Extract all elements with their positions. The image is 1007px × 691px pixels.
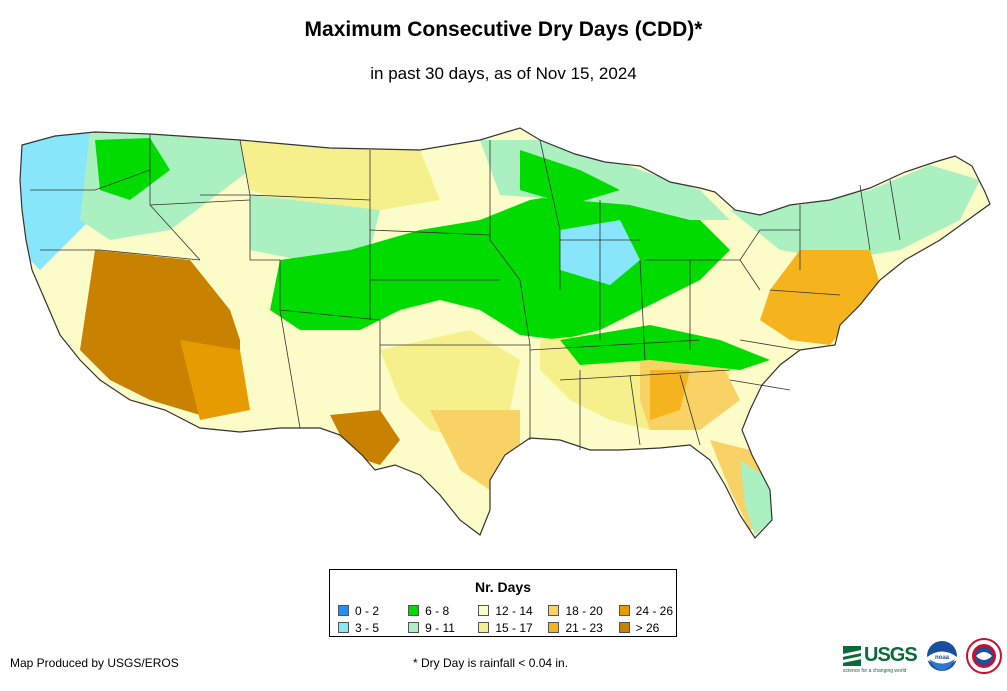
dry-day-footnote: * Dry Day is rainfall < 0.04 in. — [413, 656, 569, 670]
legend-swatch — [548, 605, 560, 616]
legend-label: 24 - 26 — [635, 603, 673, 618]
legend-label: 6 - 8 — [425, 603, 450, 618]
legend: Nr. Days 0 - 2 3 - 5 6 - 8 9 - 11 12 - 1… — [329, 569, 677, 637]
legend-label: > 26 — [635, 620, 660, 635]
legend-swatch — [618, 622, 630, 633]
usgs-tagline: science for a changing world — [843, 668, 907, 674]
legend-label: 3 - 5 — [355, 620, 380, 635]
legend-swatch — [338, 622, 349, 633]
legend-swatch — [478, 605, 490, 616]
legend-item-3-5: 3 - 5 — [338, 620, 408, 635]
usgs-logo-text: USGS — [864, 644, 918, 666]
legend-item-15-17: 15 - 17 — [478, 620, 548, 635]
legend-items: 0 - 2 3 - 5 6 - 8 9 - 11 12 - 14 15 - 17… — [338, 603, 673, 635]
legend-label: 0 - 2 — [355, 603, 380, 618]
legend-label: 18 - 20 — [565, 603, 603, 618]
legend-item-gt-26: > 26 — [618, 620, 673, 635]
legend-swatch — [548, 622, 560, 633]
cdd-map — [19, 127, 991, 539]
legend-item-24-26: 24 - 26 — [618, 603, 673, 618]
nws-seal-icon — [966, 638, 1002, 674]
legend-item-9-11: 9 - 11 — [408, 620, 478, 635]
legend-swatch — [408, 622, 420, 633]
map-subtitle: in past 30 days, as of Nov 15, 2024 — [370, 64, 637, 83]
legend-item-6-8: 6 - 8 — [408, 603, 478, 618]
map-credit: Map Produced by USGS/EROS — [10, 656, 179, 670]
legend-item-12-14: 12 - 14 — [478, 603, 548, 618]
legend-label: 9 - 11 — [425, 620, 455, 635]
legend-swatch — [408, 605, 420, 616]
legend-title: Nr. Days — [474, 579, 532, 595]
usgs-logo: USGS — [843, 644, 918, 667]
legend-swatch — [618, 605, 630, 616]
legend-swatch — [338, 605, 349, 616]
legend-label: 12 - 14 — [495, 603, 533, 618]
noaa-logo-icon: noaa — [927, 641, 957, 671]
legend-item-0-2: 0 - 2 — [338, 603, 408, 618]
legend-item-21-23: 21 - 23 — [548, 620, 618, 635]
legend-label: 15 - 17 — [495, 620, 533, 635]
noaa-logo-text: noaa — [935, 655, 950, 661]
map-title: Maximum Consecutive Dry Days (CDD)* — [304, 18, 703, 41]
legend-item-18-20: 18 - 20 — [548, 603, 618, 618]
usgs-wave-icon — [843, 645, 861, 666]
legend-label: 21 - 23 — [565, 620, 603, 635]
agency-logos: USGS science for a changing world noaa — [843, 636, 1003, 680]
legend-swatch — [478, 622, 490, 633]
